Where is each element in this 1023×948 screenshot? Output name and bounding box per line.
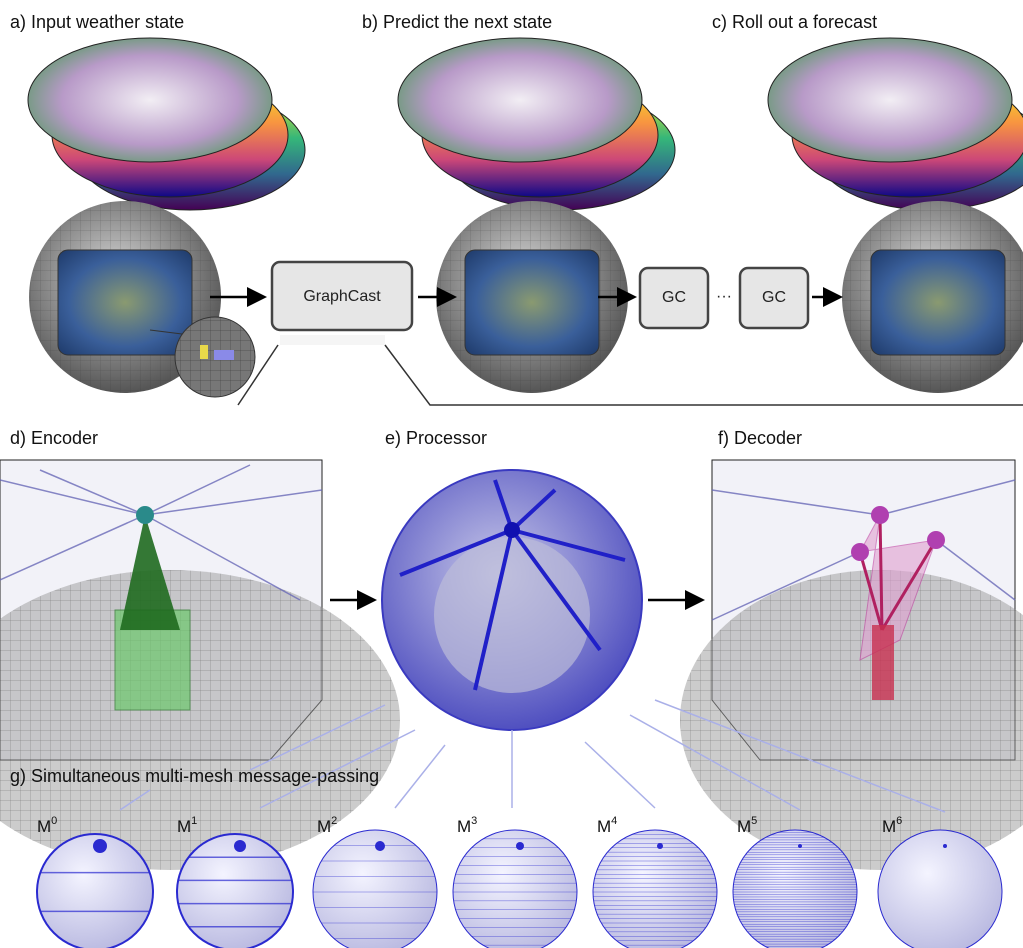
mesh-label: M3 [457,815,477,836]
mesh-label: M6 [882,815,902,836]
mesh-node [93,839,107,853]
forecast-globe [842,201,1023,393]
panel-f-label: f) Decoder [718,428,802,448]
graphcast-label: GraphCast [303,288,381,305]
mesh-m2: M2 [312,815,438,948]
mesh-m0: M0 [36,815,154,948]
panel-a-label: a) Input weather state [10,12,184,32]
mesh-label: M5 [737,815,757,836]
zoom-shadow [280,335,385,345]
gc-box-2: GC [738,266,810,330]
mesh-m1: M1 [176,815,294,948]
weather-map-stack-a [27,37,306,211]
panel-d-label: d) Encoder [10,428,98,448]
mesh-node [657,843,663,849]
panel-b-label: b) Predict the next state [362,12,552,32]
graphcast-box: GraphCast [270,260,414,332]
mesh-m5: M5 [732,815,858,948]
mesh-label: M4 [597,815,617,836]
panel-c-label: c) Roll out a forecast [712,12,877,32]
zoom-line [384,344,1023,406]
mesh-sphere [732,829,858,948]
panel-e-label: e) Processor [385,428,487,448]
zoom-line [237,344,279,406]
mesh-node [375,841,385,851]
magnified-grid-inset [149,316,256,398]
ellipsis: ··· [716,288,732,305]
mesh-m3: M3 [452,815,578,948]
mesh-node [234,840,246,852]
gc-label: GC [762,289,786,306]
mesh-node [516,842,524,850]
gc-label: GC [662,289,686,306]
mesh-m4: M4 [592,815,718,948]
mesh-label: M0 [37,815,57,836]
input-globe [29,201,221,393]
mesh-label: M1 [177,815,197,836]
mesh-sphere [877,829,1003,948]
mesh-connector-lines [119,699,946,813]
weather-map-stack-c [767,37,1023,211]
mesh-sphere [312,829,438,948]
mesh-hierarchy: M0 M1 M2 M3 M4 M5 M6 [36,815,1003,948]
mesh-label: M2 [317,815,337,836]
decoder-illustration [680,459,1023,870]
processor-multimesh-sphere [381,469,643,731]
gc-box-1: GC [638,266,710,330]
predicted-globe [436,201,628,393]
weather-map-stack-b [397,37,676,211]
encoder-illustration [0,459,400,870]
mesh-node [798,844,802,848]
mesh-sphere [36,833,154,948]
mesh-m6: M6 [877,815,1003,948]
mesh-sphere [176,833,294,948]
mesh-node [943,844,947,848]
panel-g-label: g) Simultaneous multi-mesh message-passi… [10,766,379,786]
